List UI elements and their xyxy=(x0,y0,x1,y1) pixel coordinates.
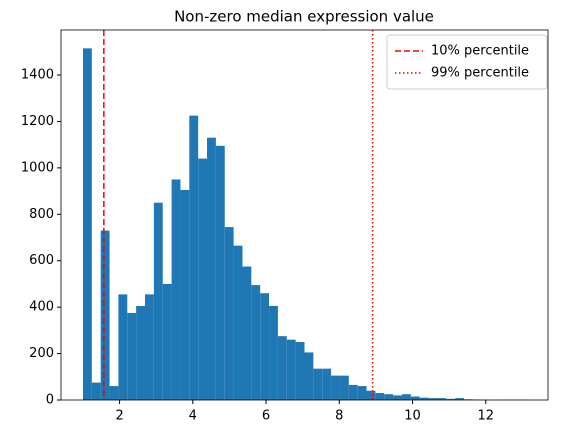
bar xyxy=(216,146,225,400)
bar xyxy=(83,48,92,400)
y-tick-label: 200 xyxy=(29,346,54,361)
x-tick-label: 2 xyxy=(115,409,123,424)
y-tick-label: 800 xyxy=(29,207,54,222)
bar xyxy=(296,342,305,400)
bar xyxy=(402,394,411,400)
bar xyxy=(101,231,110,400)
bar xyxy=(367,391,376,400)
bar xyxy=(269,306,278,400)
bar xyxy=(136,306,145,400)
bar xyxy=(154,203,163,400)
bar xyxy=(180,190,189,400)
bar xyxy=(234,246,243,400)
y-tick-label: 400 xyxy=(29,300,54,315)
legend-label: 99% percentile xyxy=(431,66,529,81)
chart-title: Non-zero median expression value xyxy=(174,8,434,26)
bar xyxy=(118,294,127,400)
bar xyxy=(393,395,402,400)
bar xyxy=(384,394,393,400)
x-tick-label: 12 xyxy=(477,409,494,424)
y-tick-label: 1400 xyxy=(21,68,54,83)
x-tick-label: 8 xyxy=(335,409,343,424)
bar xyxy=(278,336,287,400)
bar xyxy=(207,138,216,400)
bar xyxy=(242,267,251,400)
bar xyxy=(260,293,269,400)
bar xyxy=(251,285,260,400)
y-tick-label: 1000 xyxy=(21,160,54,175)
legend-label: 10% percentile xyxy=(431,44,529,59)
bar xyxy=(127,313,136,400)
bar xyxy=(340,376,349,400)
bar xyxy=(313,369,322,400)
bar xyxy=(198,159,207,400)
bar xyxy=(349,385,358,400)
bar xyxy=(110,386,119,400)
bar xyxy=(163,284,172,400)
bar xyxy=(287,340,296,400)
bar xyxy=(145,294,154,400)
x-tick-label: 10 xyxy=(404,409,421,424)
bar xyxy=(322,369,331,400)
y-tick-label: 600 xyxy=(29,253,54,268)
y-tick-label: 1200 xyxy=(21,114,54,129)
bar xyxy=(305,352,314,400)
bar xyxy=(358,386,367,400)
x-tick-label: 6 xyxy=(262,409,270,424)
bar xyxy=(411,397,420,400)
y-tick-label: 0 xyxy=(46,393,54,408)
bar xyxy=(375,393,384,400)
x-tick-label: 4 xyxy=(189,409,197,424)
bar xyxy=(189,116,198,400)
bar xyxy=(331,376,340,400)
bar xyxy=(225,227,234,400)
bar xyxy=(172,179,181,400)
bar xyxy=(92,383,101,400)
